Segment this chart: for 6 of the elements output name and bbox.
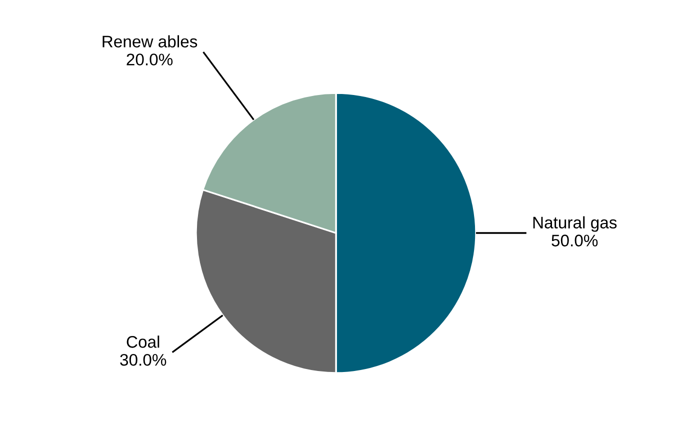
data-label: 30.0% xyxy=(120,354,166,366)
data-label: 50.0% xyxy=(552,234,598,246)
data-label: 20.0% xyxy=(126,54,173,66)
slice-label: Renew ables xyxy=(102,35,198,48)
slice-label: Coal xyxy=(126,336,160,348)
slice-label: Natural gas xyxy=(533,216,617,232)
